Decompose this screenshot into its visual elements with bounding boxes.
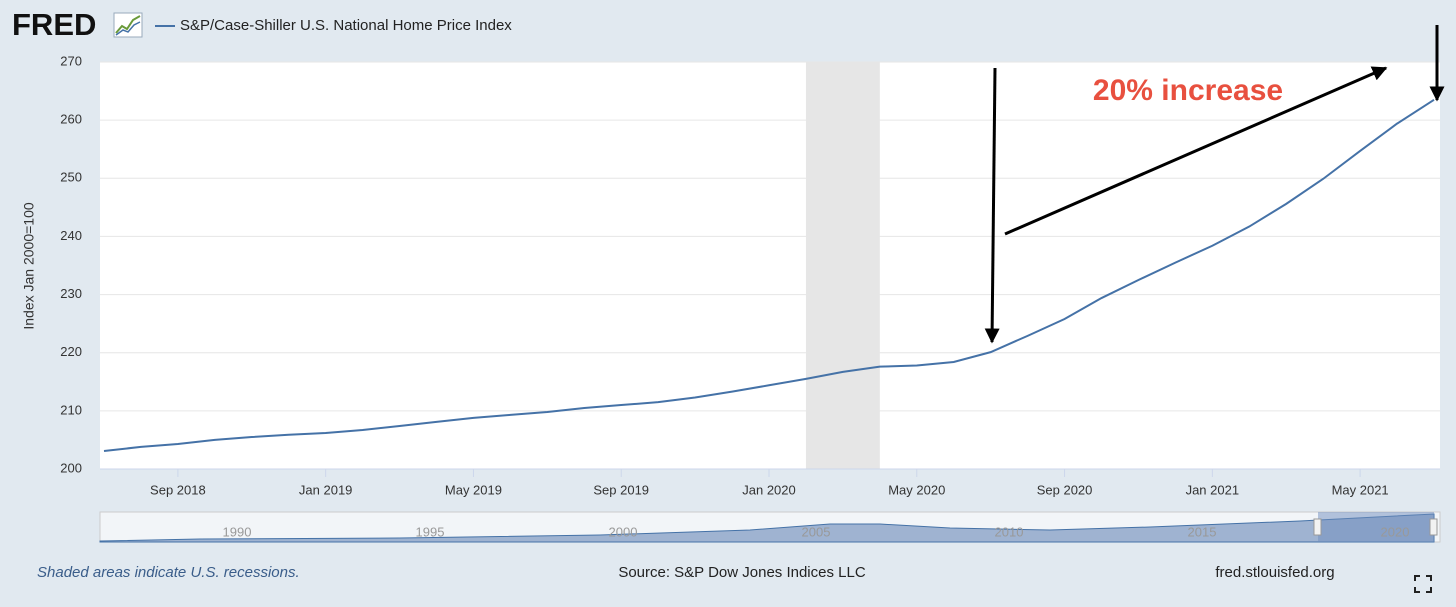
navigator-label: 2020 [1381,524,1410,539]
navigator-label: 2015 [1188,524,1217,539]
logo-icon [113,12,143,38]
legend-label: S&P/Case-Shiller U.S. National Home Pric… [180,17,512,34]
x-tick-label: Jan 2021 [1186,482,1240,497]
fullscreen-icon[interactable] [1414,575,1432,593]
x-tick-label: Jan 2020 [742,482,796,497]
y-tick-label: 210 [60,402,82,417]
y-tick-label: 220 [60,344,82,359]
navigator-label: 1995 [416,524,445,539]
y-tick-label: 250 [60,170,82,185]
navigator-label: 2000 [609,524,638,539]
x-tick-label: Jan 2019 [299,482,353,497]
navigator-label: 1990 [223,524,252,539]
x-tick-label: Sep 2018 [150,482,206,497]
source: Source: S&P Dow Jones Indices LLC [618,564,866,581]
x-tick-label: Sep 2020 [1037,482,1093,497]
navigator-label: 2010 [995,524,1024,539]
logo[interactable]: FRED [12,7,96,42]
x-tick-label: May 2021 [1332,482,1389,497]
y-tick-label: 240 [60,228,82,243]
x-tick-label: Sep 2019 [593,482,649,497]
annotation-arrows [984,25,1445,344]
y-tick-label: 260 [60,112,82,127]
y-tick-label: 230 [60,286,82,301]
footer-note: Shaded areas indicate U.S. recessions. [37,564,300,581]
y-tick-label: 200 [60,460,82,475]
y-axis-label: Index Jan 2000=100 [21,202,37,329]
series-line [103,98,1435,452]
recession-band [805,62,880,469]
navigator [99,511,1441,543]
annotation: 20% increase [1093,74,1283,107]
site[interactable]: fred.stlouisfed.org [1215,564,1334,581]
plot-area [100,62,1440,469]
x-tick-label: May 2019 [445,482,502,497]
x-tick-label: May 2020 [888,482,945,497]
y-tick-label: 270 [60,53,82,68]
navigator-label: 2005 [802,524,831,539]
